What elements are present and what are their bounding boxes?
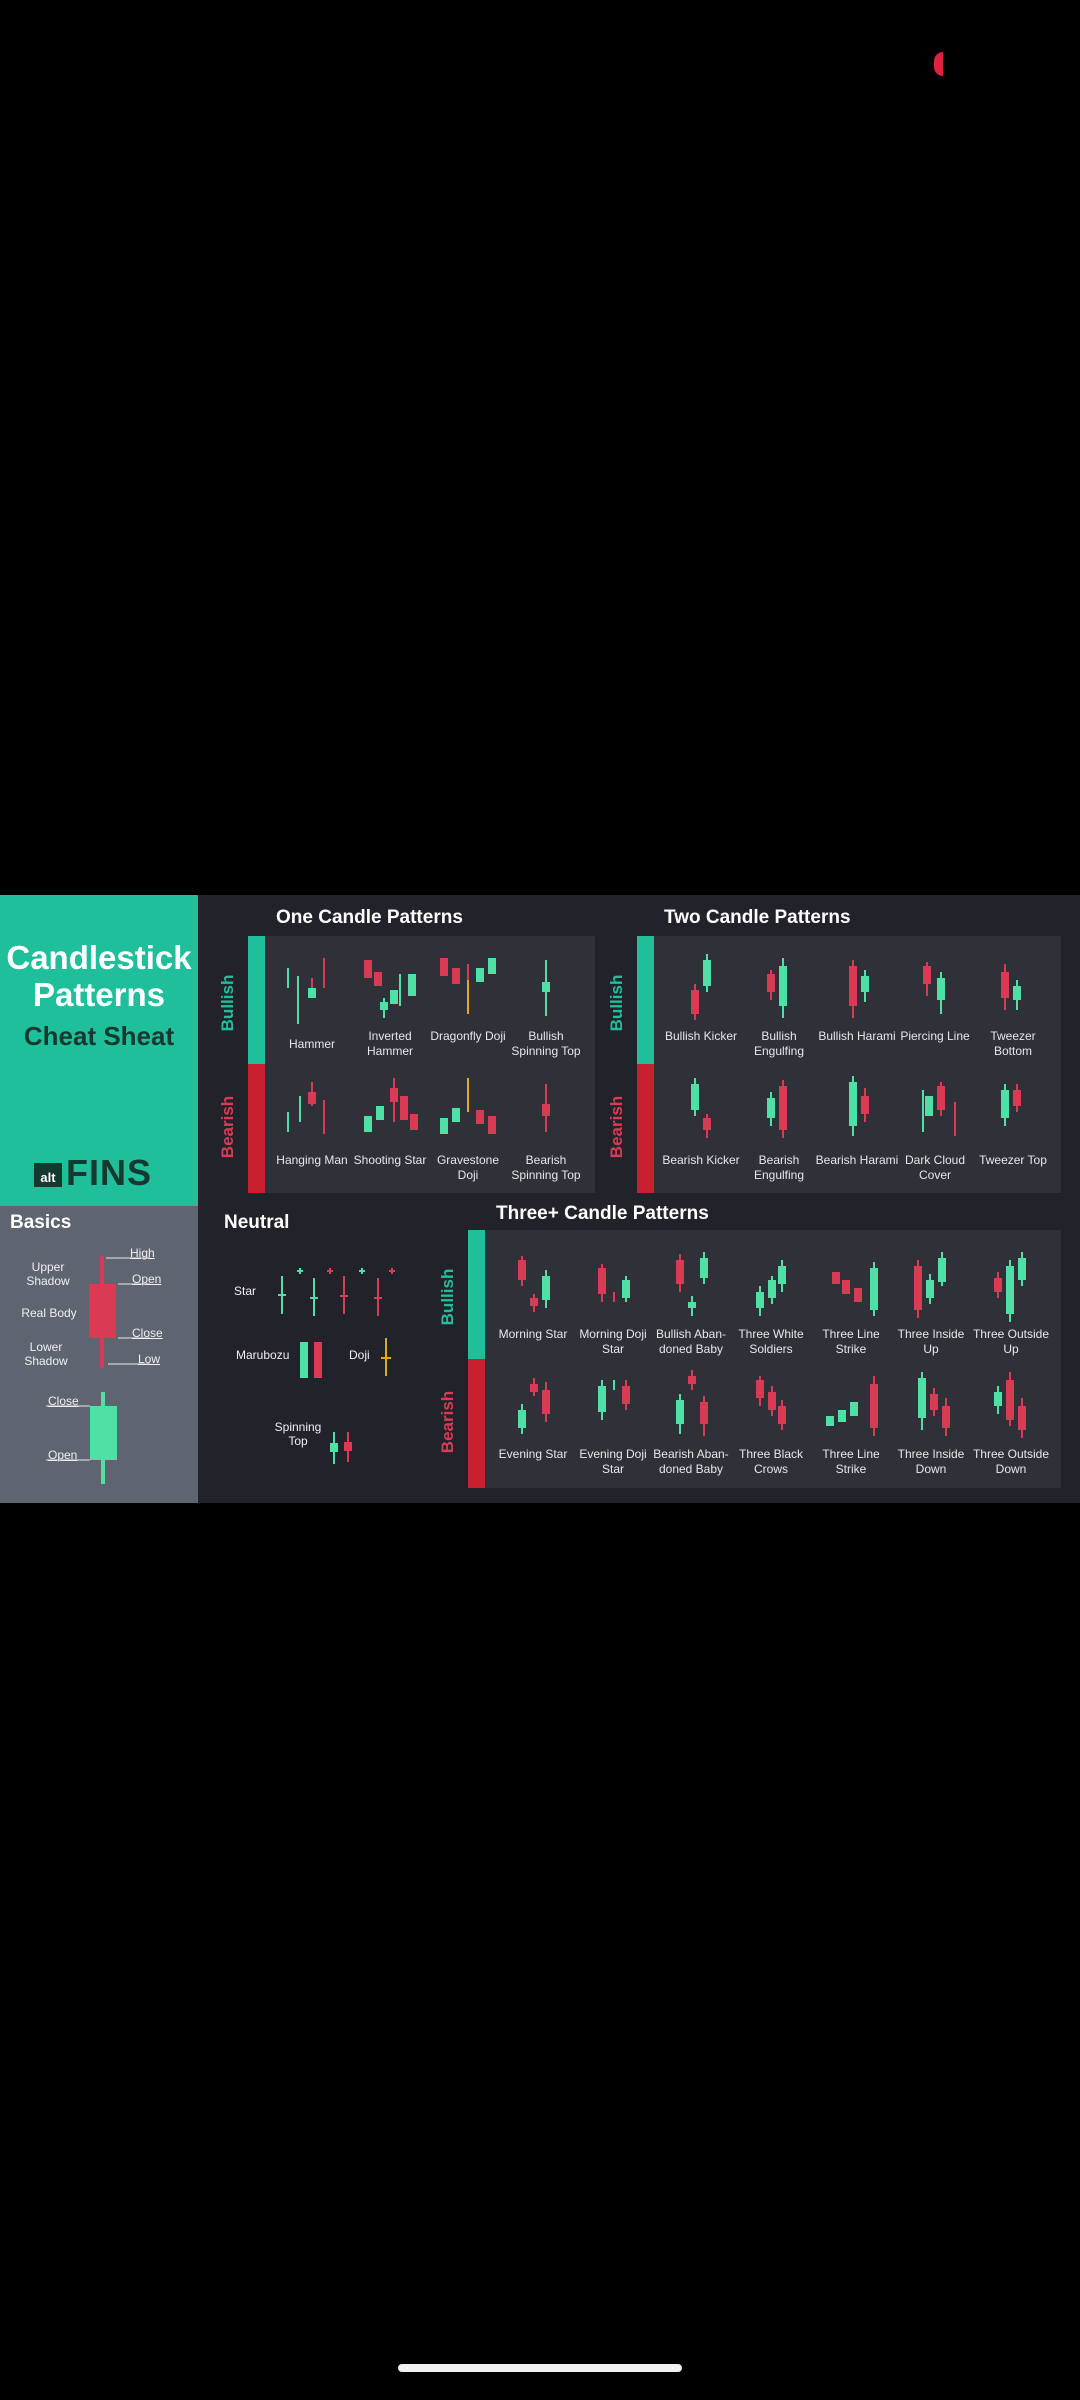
label-gravestone-doji: Gravestone Doji: [436, 1153, 500, 1182]
label-open: Open: [132, 1272, 162, 1286]
one-candle-title: One Candle Patterns: [276, 907, 463, 928]
two-candle-diagram: [691, 954, 1021, 1138]
label-evening-doji-star: Evening Doji Star: [579, 1447, 647, 1476]
label-open-2: Open: [48, 1448, 78, 1462]
label-three-outside-down: Three Outside Down: [972, 1447, 1050, 1476]
neutral-section: Neutral Star Marubozu Doji Spinning Top: [198, 1206, 468, 1503]
neutral-diagram: [278, 1268, 395, 1464]
title-line-1: Candlestick: [6, 939, 192, 976]
three-candle-title: Three+ Candle Patterns: [496, 1203, 709, 1224]
logo-fins: FINS: [66, 1152, 153, 1193]
label-real-body: Real Body: [21, 1306, 77, 1320]
label-star: Star: [234, 1284, 257, 1298]
label-bullish-abandoned-baby: Bullish Aban-doned Baby: [655, 1327, 727, 1356]
label-doji: Doji: [349, 1348, 370, 1362]
label-three-line-strike-bull: Three Line Strike: [822, 1327, 880, 1356]
label-bearish-harami: Bearish Harami: [815, 1153, 899, 1167]
label-inverted-hammer: Inverted Hammer: [366, 1029, 413, 1058]
two-bullish-label: Bullish: [607, 974, 626, 1032]
recording-indicator-icon: [934, 52, 943, 76]
label-close: Close: [132, 1326, 163, 1340]
three-bullish-label: Bullish: [438, 1268, 457, 1326]
label-bullish-kicker: Bullish Kicker: [664, 1029, 738, 1043]
basics-diagram: [46, 1256, 150, 1484]
label-three-white-soldiers: Three White Soldiers: [738, 1327, 804, 1356]
label-dragonfly-doji: Dragonfly Doji: [430, 1029, 506, 1043]
logo-alt: alt: [34, 1163, 62, 1187]
label-bearish-engulfing: Bearish Engulfing: [753, 1153, 805, 1182]
basics-title: Basics: [10, 1212, 72, 1233]
cheat-sheet-image: Candlestick Patterns Cheat Sheat alt FIN…: [0, 895, 1080, 1503]
one-candle-panel: [248, 936, 595, 1193]
two-candle-title: Two Candle Patterns: [664, 907, 851, 928]
basics-section: Basics Upper Shadow Real Body Lower Shad…: [0, 1206, 198, 1503]
title-line-2: Patterns: [32, 976, 166, 1013]
label-dark-cloud-cover: Dark Cloud Cover: [904, 1153, 966, 1182]
label-bullish-engulfing: Bullish Engulfing: [753, 1029, 805, 1058]
label-morning-star: Morning Star: [498, 1327, 568, 1341]
label-upper-shadow: Upper Shadow: [26, 1260, 70, 1288]
label-bearish-abandoned-baby: Bearish Aban-doned Baby: [653, 1447, 729, 1476]
label-three-outside-up: Three Outside Up: [972, 1327, 1050, 1356]
two-bearish-label: Bearish: [607, 1095, 626, 1159]
label-high: High: [130, 1246, 155, 1260]
label-hanging-man: Hanging Man: [276, 1153, 348, 1167]
title-box: Candlestick Patterns Cheat Sheat alt FIN…: [0, 895, 198, 1206]
title: Candlestick Patterns: [0, 939, 198, 1013]
three-bullish-bar: [468, 1230, 485, 1359]
label-three-line-strike-bear: Three Line Strike: [822, 1447, 880, 1476]
label-low: Low: [138, 1352, 161, 1366]
subtitle: Cheat Sheat: [23, 1021, 175, 1051]
label-tweezer-top: Tweezer Top: [979, 1153, 1047, 1167]
label-three-inside-up: Three Inside Up: [897, 1327, 965, 1356]
label-piercing-line: Piercing Line: [900, 1029, 970, 1043]
label-marubozu: Marubozu: [236, 1348, 290, 1362]
neutral-title: Neutral: [224, 1212, 290, 1233]
two-bearish-bar: [637, 1064, 654, 1193]
one-candle-diagram: [287, 958, 550, 1134]
label-bullish-spinning-top: Bullish Spinning Top: [511, 1029, 581, 1058]
label-three-black-crows: Three Black Crows: [738, 1447, 804, 1476]
one-bullish-label: Bullish: [218, 974, 237, 1032]
three-candle-diagram: [518, 1252, 1026, 1438]
label-lower-shadow: Lower Shadow: [24, 1340, 68, 1368]
three-bearish-label: Bearish: [438, 1390, 457, 1454]
three-candle-panel: [468, 1230, 1061, 1488]
label-tweezer-bottom: Tweezer Bottom: [990, 1029, 1036, 1058]
two-bullish-bar: [637, 936, 654, 1064]
label-spinning-top: Spinning Top: [274, 1420, 322, 1448]
label-bearish-spinning-top: Bearish Spinning Top: [511, 1153, 581, 1182]
label-three-inside-down: Three Inside Down: [897, 1447, 965, 1476]
label-bearish-kicker: Bearish Kicker: [662, 1153, 740, 1167]
label-evening-star: Evening Star: [498, 1447, 568, 1461]
label-close-2: Close: [48, 1394, 79, 1408]
one-bullish-bar: [248, 936, 265, 1064]
three-bearish-bar: [468, 1359, 485, 1488]
label-shooting-star: Shooting Star: [353, 1153, 427, 1167]
label-hammer: Hammer: [288, 1037, 335, 1051]
home-indicator[interactable]: [398, 2364, 682, 2372]
label-morning-doji-star: Morning Doji Star: [579, 1327, 647, 1356]
one-bearish-bar: [248, 1064, 265, 1193]
label-bullish-harami: Bullish Harami: [818, 1029, 896, 1043]
one-bearish-label: Bearish: [218, 1095, 237, 1159]
